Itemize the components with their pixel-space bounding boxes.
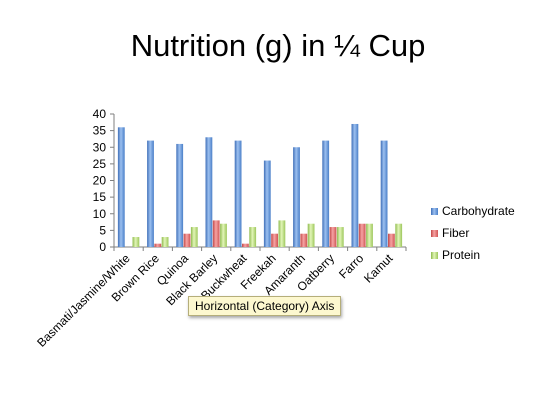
bar-protein-9[interactable] bbox=[395, 223, 403, 247]
bar-fiber-9[interactable] bbox=[388, 233, 395, 247]
bar-fiber-1[interactable] bbox=[154, 243, 162, 247]
bar-carbohydrate-2[interactable] bbox=[176, 143, 184, 247]
bar-carbohydrate-3[interactable] bbox=[205, 137, 213, 247]
legend-label-fiber: Fiber bbox=[442, 226, 469, 240]
chart-title: Nutrition (g) in ¼ Cup bbox=[130, 28, 426, 63]
y-tick-label: 0 bbox=[99, 240, 106, 254]
bar-fiber-6[interactable] bbox=[300, 233, 308, 247]
legend-label-protein: Protein bbox=[442, 248, 480, 262]
legend-swatch-protein bbox=[431, 252, 438, 259]
bar-carbohydrate-1[interactable] bbox=[147, 140, 154, 247]
bar-carbohydrate-7[interactable] bbox=[322, 140, 330, 247]
bar-fiber-5[interactable] bbox=[271, 233, 278, 247]
bar-protein-6[interactable] bbox=[307, 223, 315, 247]
bar-protein-1[interactable] bbox=[161, 237, 169, 247]
y-tick-label: 5 bbox=[99, 223, 106, 237]
bar-protein-3[interactable] bbox=[220, 223, 227, 247]
y-tick-label: 20 bbox=[93, 174, 107, 188]
bar-protein-7[interactable] bbox=[336, 227, 344, 247]
bar-carbohydrate-5[interactable] bbox=[263, 160, 271, 247]
y-tick-label: 15 bbox=[93, 190, 107, 204]
axis-tooltip: Horizontal (Category) Axis bbox=[188, 296, 342, 316]
y-tick-label: 10 bbox=[93, 207, 107, 221]
bar-carbohydrate-4[interactable] bbox=[234, 140, 242, 247]
legend-swatch-carbohydrate bbox=[431, 208, 438, 215]
bar-fiber-2[interactable] bbox=[183, 233, 191, 247]
bar-carbohydrate-6[interactable] bbox=[293, 147, 300, 247]
bar-carbohydrate-8[interactable] bbox=[351, 123, 359, 247]
bar-protein-0[interactable] bbox=[132, 237, 140, 247]
bar-carbohydrate-0[interactable] bbox=[117, 127, 125, 247]
bar-fiber-4[interactable] bbox=[242, 243, 249, 247]
bar-protein-2[interactable] bbox=[190, 227, 198, 247]
bar-protein-4[interactable] bbox=[249, 227, 257, 247]
y-tick-label: 25 bbox=[93, 157, 107, 171]
bar-fiber-8[interactable] bbox=[358, 223, 366, 247]
legend-swatch-fiber bbox=[431, 230, 438, 237]
bar-protein-8[interactable] bbox=[366, 223, 373, 247]
y-tick-label: 30 bbox=[93, 140, 107, 154]
bar-carbohydrate-9[interactable] bbox=[380, 140, 388, 247]
bar-fiber-3[interactable] bbox=[212, 220, 220, 247]
bar-fiber-7[interactable] bbox=[329, 227, 337, 247]
y-tick-label: 35 bbox=[93, 124, 107, 138]
legend[interactable]: Carbohydrate Fiber Protein bbox=[431, 204, 515, 262]
legend-label-carbohydrate: Carbohydrate bbox=[442, 204, 515, 218]
bar-protein-5[interactable] bbox=[278, 220, 286, 247]
y-tick-label: 40 bbox=[93, 107, 107, 121]
x-tick-label: Kamut bbox=[361, 251, 396, 286]
